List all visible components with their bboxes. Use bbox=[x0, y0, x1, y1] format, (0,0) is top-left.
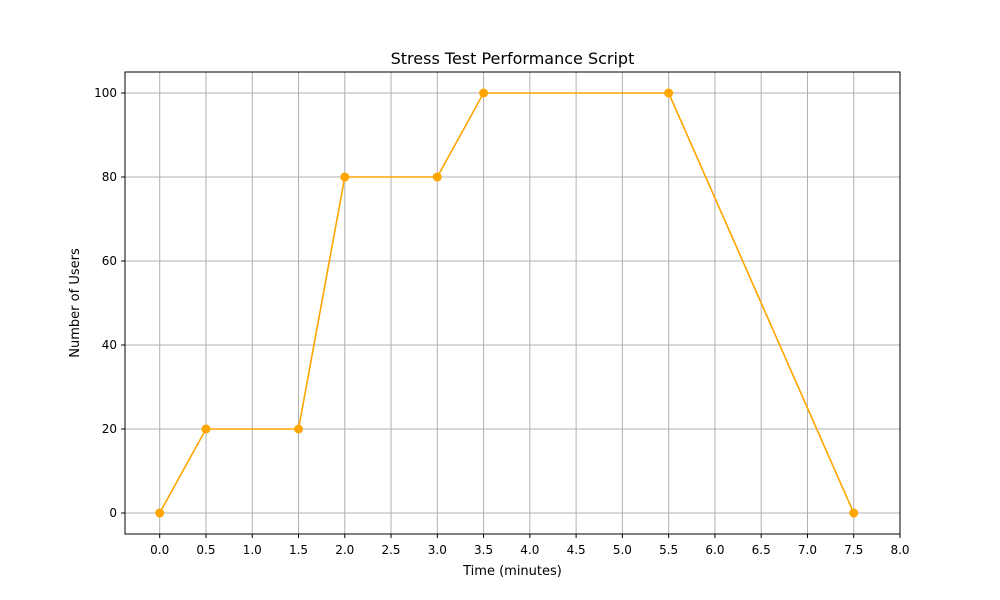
y-tick-label: 20 bbox=[102, 422, 117, 436]
data-point bbox=[340, 172, 350, 182]
tick-layer: 0.0 0.5 1.0 1.5 2.0 2.5 3.0 3.5 4.0 4.5 5.0 5.5 6.0 6… bbox=[94, 86, 909, 557]
x-tick-label: 2.0 bbox=[335, 543, 354, 557]
y-tick-label: 100 bbox=[94, 86, 117, 100]
x-tick-label: 0.0 bbox=[150, 543, 169, 557]
y-tick-label: 40 bbox=[102, 338, 117, 352]
x-tick-label: 6.5 bbox=[752, 543, 771, 557]
data-point bbox=[155, 508, 165, 518]
data-point bbox=[664, 88, 674, 98]
x-tick-label: 5.0 bbox=[613, 543, 632, 557]
x-tick-label: 3.0 bbox=[428, 543, 447, 557]
x-tick-label: 7.5 bbox=[844, 543, 863, 557]
x-tick-label: 5.5 bbox=[659, 543, 678, 557]
x-tick-label: 1.5 bbox=[289, 543, 308, 557]
x-tick-label: 4.5 bbox=[567, 543, 586, 557]
data-point bbox=[294, 424, 304, 434]
x-axis-label: Time (minutes) bbox=[462, 564, 562, 579]
data-point bbox=[479, 88, 489, 98]
x-tick-label: 1.0 bbox=[243, 543, 262, 557]
y-tick-label: 0 bbox=[109, 506, 117, 520]
x-tick-label: 8.0 bbox=[890, 543, 909, 557]
y-tick-label: 60 bbox=[102, 254, 117, 268]
series-layer bbox=[155, 88, 859, 518]
plot-frame bbox=[124, 71, 901, 535]
chart-title: Stress Test Performance Script bbox=[391, 49, 635, 68]
data-point bbox=[432, 172, 442, 182]
y-tick-label: 80 bbox=[102, 170, 117, 184]
x-tick-label: 0.5 bbox=[196, 543, 215, 557]
x-tick-label: 3.5 bbox=[474, 543, 493, 557]
y-axis-label: Number of Users bbox=[68, 248, 83, 358]
x-tick-label: 2.5 bbox=[381, 543, 400, 557]
x-tick-label: 7.0 bbox=[798, 543, 817, 557]
data-point bbox=[201, 424, 211, 434]
x-tick-label: 6.0 bbox=[705, 543, 724, 557]
grid-layer bbox=[125, 72, 901, 534]
x-tick-label: 4.0 bbox=[520, 543, 539, 557]
series-line bbox=[159, 92, 855, 514]
data-point bbox=[849, 508, 859, 518]
